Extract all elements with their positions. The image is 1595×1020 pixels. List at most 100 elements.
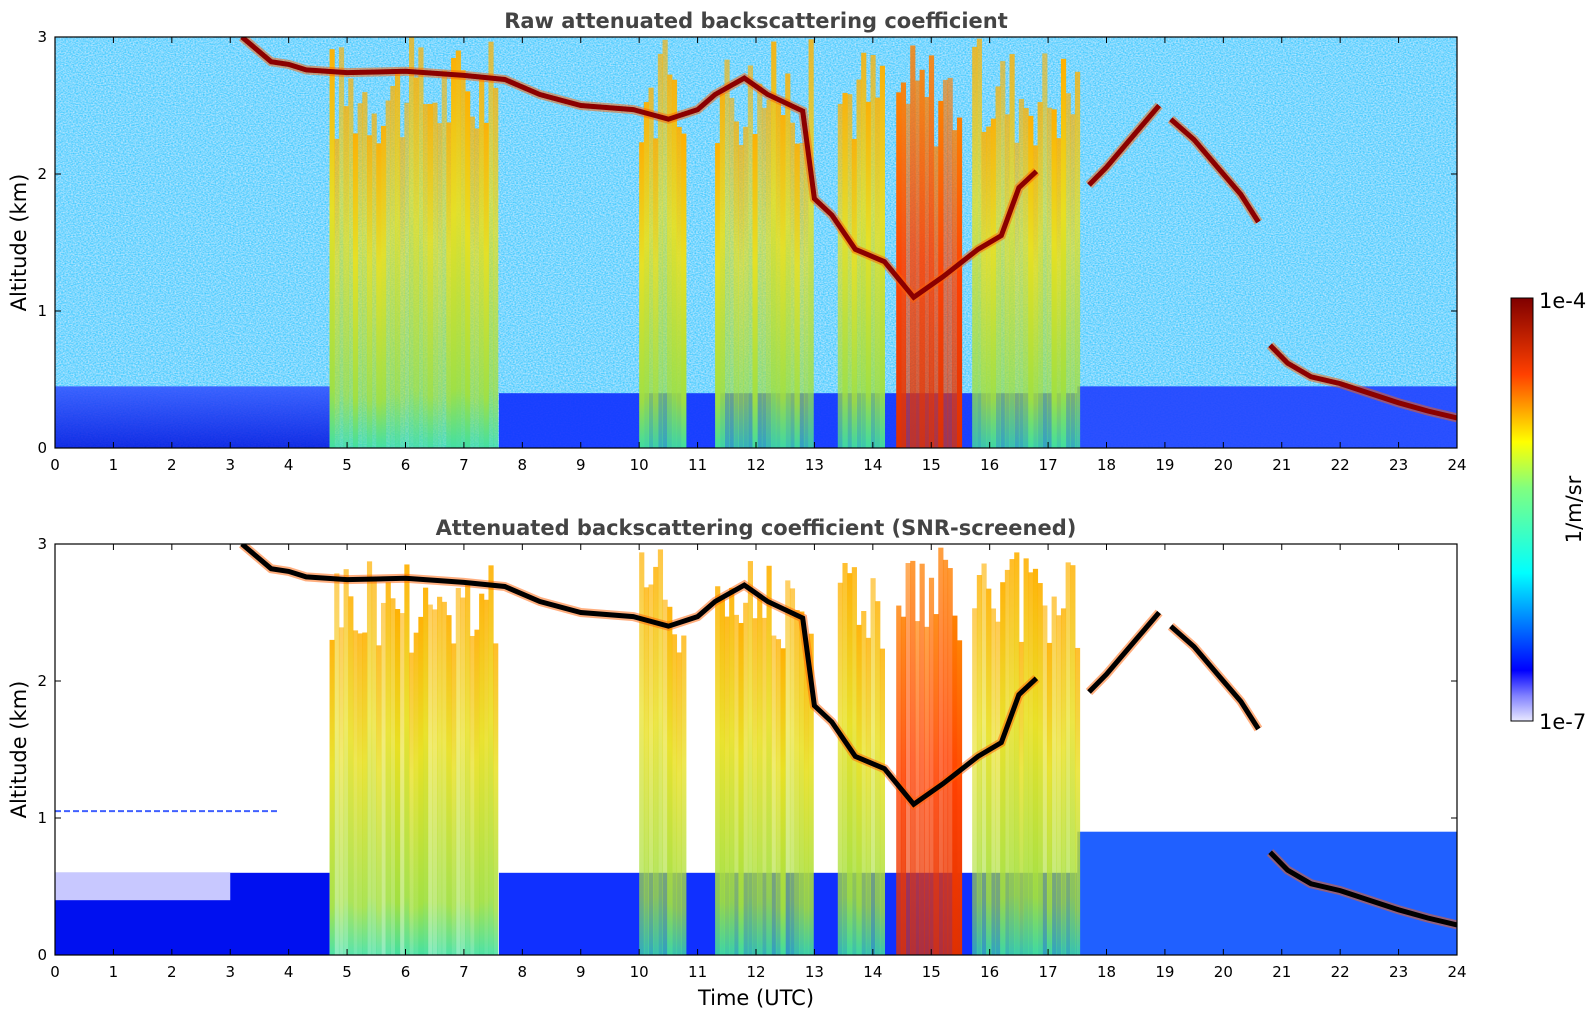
precip-column (343, 106, 349, 448)
precip-column (488, 565, 494, 955)
precip-column (1074, 647, 1081, 955)
precip-column (1065, 562, 1071, 955)
precip-column (362, 92, 368, 448)
precip-column (648, 87, 654, 448)
x-tick-label: 2 (167, 456, 177, 474)
precip-column (910, 45, 916, 448)
precip-column (648, 584, 654, 955)
precip-column (465, 581, 471, 955)
precip-column (952, 615, 958, 955)
precip-column (657, 53, 664, 448)
precip-column (794, 143, 800, 448)
precip-column (785, 73, 791, 448)
y-axis-label: Altitude (km) (7, 174, 31, 312)
precip-column (947, 77, 953, 448)
precip-column (729, 97, 735, 448)
precip-column (348, 78, 354, 448)
precip-column (752, 618, 758, 955)
precip-column (1060, 58, 1067, 448)
precip-column (404, 564, 410, 955)
x-tick-label: 16 (980, 456, 999, 474)
precip-column (928, 577, 935, 955)
precip-column (338, 47, 345, 448)
precip-column (875, 97, 881, 448)
precip-column (981, 131, 987, 448)
precip-column (738, 145, 744, 448)
precip-column (1037, 102, 1043, 448)
precip-column (479, 593, 485, 955)
x-tick-label: 10 (630, 456, 649, 474)
precip-column (752, 134, 758, 448)
x-tick-label: 23 (1389, 963, 1408, 981)
x-tick-label: 18 (1097, 456, 1116, 474)
precip-column (837, 582, 843, 955)
x-tick-label: 17 (1039, 456, 1058, 474)
precip-column (394, 68, 401, 448)
precip-column (1028, 115, 1034, 448)
precip-column (446, 615, 452, 955)
precip-column (780, 648, 786, 955)
x-tick-label: 22 (1331, 963, 1350, 981)
precip-column (676, 126, 682, 448)
precip-column (357, 103, 363, 448)
precip-column (639, 142, 645, 448)
precip-column (1023, 108, 1029, 448)
precip-column (493, 87, 499, 448)
precip-column (681, 635, 687, 955)
precip-column (1042, 53, 1048, 448)
precip-column (418, 47, 424, 448)
precip-column (799, 142, 805, 448)
precip-column (870, 54, 876, 448)
precip-column (1000, 582, 1006, 955)
colorbar-unit-label: 1/m/sr (1562, 475, 1586, 543)
precip-column (942, 79, 949, 448)
precip-column (427, 103, 433, 448)
y-tick-label: 2 (37, 672, 47, 690)
precip-column (662, 599, 668, 955)
precip-column (643, 102, 650, 448)
precip-column (715, 143, 721, 448)
precip-column (460, 597, 466, 955)
precip-column (1000, 61, 1006, 448)
precip-column (905, 563, 911, 955)
boundary-layer-west (55, 386, 330, 448)
precip-column (334, 138, 340, 448)
x-tick-label: 20 (1214, 963, 1233, 981)
precip-column (780, 115, 786, 448)
precip-column (1018, 98, 1025, 448)
low-snr-band (55, 872, 231, 901)
precip-column (357, 633, 363, 955)
precip-column (715, 586, 721, 955)
x-tick-label: 6 (401, 963, 411, 981)
precip-column (956, 117, 963, 448)
precip-column (803, 648, 810, 955)
precip-column (1014, 552, 1020, 955)
precip-column (1070, 565, 1076, 955)
precip-column (789, 588, 796, 955)
x-tick-label: 8 (518, 963, 528, 981)
x-tick-label: 15 (922, 963, 941, 981)
precip-column (1070, 114, 1076, 448)
colorbar: 1e-4 1e-7 1/m/sr (1510, 289, 1586, 734)
x-tick-label: 7 (459, 456, 469, 474)
precip-column (455, 50, 461, 448)
precip-column (919, 69, 925, 448)
precip-column (671, 79, 678, 448)
precip-column (856, 79, 862, 448)
precip-column (933, 146, 939, 448)
precip-column (766, 565, 772, 955)
precip-column (413, 632, 419, 955)
precip-column (657, 549, 664, 955)
precip-column (842, 92, 848, 448)
precip-column (724, 616, 730, 955)
x-tick-label: 11 (688, 456, 707, 474)
colorbar-max-label: 1e-4 (1539, 289, 1586, 313)
precip-column (399, 613, 405, 955)
precip-column (1046, 642, 1053, 955)
heatmap-area (55, 544, 1457, 955)
precip-column (952, 130, 958, 448)
precip-column (847, 94, 853, 448)
x-tick-label: 24 (1447, 963, 1466, 981)
precip-column (366, 135, 373, 448)
precip-column (465, 91, 471, 448)
